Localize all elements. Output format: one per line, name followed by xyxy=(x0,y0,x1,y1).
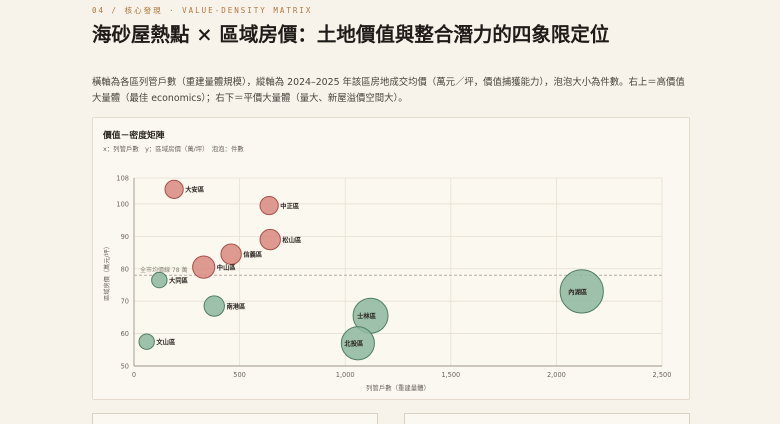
bubble-label: 松山區 xyxy=(282,235,302,244)
chart-subtitle: x：列管戶數 y：區域房價（萬/坪） 泡泡：件數 xyxy=(103,145,244,153)
y-tick-label: 80 xyxy=(121,265,129,273)
bubble-文山區 xyxy=(138,333,155,350)
bubble-label: 信義區 xyxy=(243,250,263,259)
next-card-left xyxy=(92,413,378,424)
bubble-label: 士林區 xyxy=(357,311,377,320)
chart-title: 價值－密度矩陣 xyxy=(103,131,165,141)
x-tick-label: 1,500 xyxy=(441,371,460,379)
y-tick-label: 90 xyxy=(121,233,129,241)
bubble-大安區 xyxy=(164,179,184,199)
bubble-label: 中正區 xyxy=(280,201,300,210)
x-tick-label: 2,000 xyxy=(547,371,566,379)
x-tick-label: 0 xyxy=(132,371,136,379)
x-tick-label: 2,500 xyxy=(653,371,672,379)
bubble-label: 文山區 xyxy=(156,337,176,346)
y-axis-title: 區域房價（萬元/坪） xyxy=(103,243,111,301)
chart-card: 50 60 70 80 90 100 108 0 500 1,000 1,500 2,000 2,500… xyxy=(92,117,690,400)
bubble-南港區 xyxy=(203,295,225,317)
bubble-信義區 xyxy=(220,243,242,265)
value-density-chart: 50 60 70 80 90 100 108 0 500 1,000 1,500 2,000 2,500… xyxy=(103,175,672,393)
x-axis-title: 列管戶數（重建量體） xyxy=(366,383,430,392)
y-tick-label: 108 xyxy=(116,175,129,183)
bubble-label: 大同區 xyxy=(169,276,189,285)
y-tick-label: 60 xyxy=(121,330,129,338)
average-price-label: 全市均價線 78 萬 xyxy=(140,266,187,274)
page-title: 海砂屋熱點 × 區域房價：土地價值與整合潛力的四象限定位 xyxy=(92,23,610,46)
x-tick-label: 1,000 xyxy=(336,371,355,379)
bubble-label: 中山區 xyxy=(217,263,237,272)
lead-paragraph: 橫軸為各區列管戶數（重建量體規模），縱軸為 2024–2025 年該區房地成交均… xyxy=(92,77,685,104)
y-tick-label: 50 xyxy=(121,363,129,371)
bubble-label: 北投區 xyxy=(344,339,364,348)
y-tick-label: 100 xyxy=(116,200,129,208)
bubble-label: 內湖區 xyxy=(568,287,588,296)
bubble-大同區 xyxy=(151,271,168,289)
bubble-中正區 xyxy=(259,195,279,216)
bubble-北投區 xyxy=(340,326,375,361)
bubble-松山區 xyxy=(259,228,281,251)
bubble-label: 大安區 xyxy=(185,185,205,194)
bubble-中山區 xyxy=(192,255,216,279)
y-tick-label: 70 xyxy=(121,298,129,306)
bubble-內湖區 xyxy=(559,269,604,314)
next-card-right xyxy=(404,413,690,424)
bubble-label: 南港區 xyxy=(226,301,246,310)
x-tick-label: 500 xyxy=(233,371,246,379)
section-eyebrow: 04 / 核心發現 · VALUE-DENSITY MATRIX xyxy=(92,6,313,15)
